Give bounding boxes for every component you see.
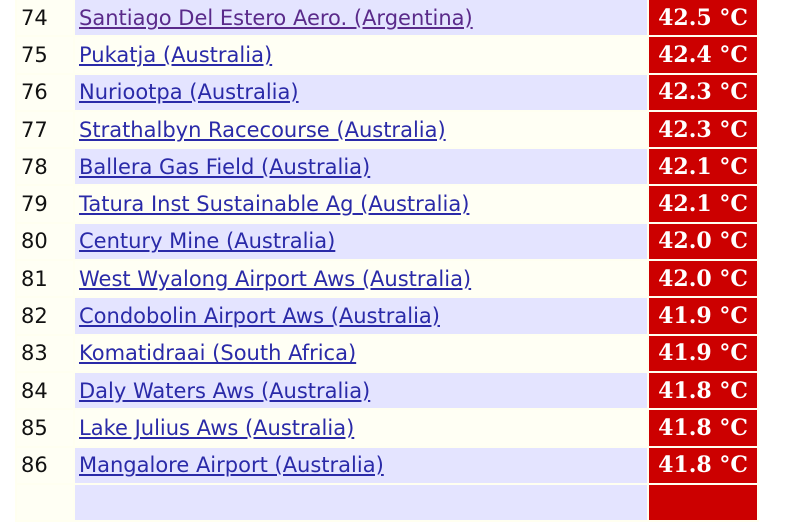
partial-row bbox=[17, 484, 757, 521]
station-link[interactable]: Tatura Inst Sustainable Ag (Australia) bbox=[79, 192, 470, 217]
station-link[interactable]: Lake Julius Aws (Australia) bbox=[79, 415, 355, 440]
temperature-cell: 42.3 °C bbox=[649, 111, 757, 148]
station-cell: Mangalore Airport (Australia) bbox=[75, 447, 647, 483]
temperature-cell: 42.4 °C bbox=[649, 37, 757, 73]
empty-cell bbox=[75, 484, 647, 521]
rank-cell: 86 bbox=[17, 447, 73, 483]
empty-cell bbox=[649, 484, 757, 521]
station-link[interactable]: Pukatja (Australia) bbox=[79, 42, 273, 67]
temperature-cell: 42.5 °C bbox=[649, 0, 757, 36]
station-cell: Ballera Gas Field (Australia) bbox=[75, 149, 647, 185]
rank-cell: 74 bbox=[17, 0, 73, 36]
rank-cell: 76 bbox=[17, 74, 73, 110]
temperature-cell: 41.9 °C bbox=[649, 298, 757, 334]
table-row: 83 Komatidraai (South Africa) 41.9 °C bbox=[17, 335, 757, 371]
station-cell: Nuriootpa (Australia) bbox=[75, 74, 647, 110]
station-cell: Condobolin Airport Aws (Australia) bbox=[75, 298, 647, 334]
station-cell: West Wyalong Airport Aws (Australia) bbox=[75, 261, 647, 297]
temperature-cell: 42.0 °C bbox=[649, 223, 757, 260]
temperature-cell: 41.9 °C bbox=[649, 335, 757, 371]
table-row: 80 Century Mine (Australia) 42.0 °C bbox=[17, 223, 757, 260]
temperature-cell: 42.1 °C bbox=[649, 186, 757, 222]
rank-cell: 75 bbox=[17, 37, 73, 73]
temperature-cell: 41.8 °C bbox=[649, 447, 757, 483]
station-cell: Tatura Inst Sustainable Ag (Australia) bbox=[75, 186, 647, 222]
station-link[interactable]: Strathalbyn Racecourse (Australia) bbox=[79, 117, 446, 142]
station-link[interactable]: West Wyalong Airport Aws (Australia) bbox=[79, 266, 472, 291]
station-cell: Century Mine (Australia) bbox=[75, 223, 647, 260]
station-link[interactable]: Santiago Del Estero Aero. (Argentina) bbox=[79, 5, 473, 30]
station-cell: Pukatja (Australia) bbox=[75, 37, 647, 73]
rank-cell: 79 bbox=[17, 186, 73, 222]
station-cell: Daly Waters Aws (Australia) bbox=[75, 372, 647, 409]
table-row: 86 Mangalore Airport (Australia) 41.8 °C bbox=[17, 447, 757, 483]
station-link[interactable]: Century Mine (Australia) bbox=[79, 229, 336, 254]
table-row: 81 West Wyalong Airport Aws (Australia) 42… bbox=[17, 261, 757, 297]
table-row: 82 Condobolin Airport Aws (Australia) 41.9… bbox=[17, 298, 757, 334]
rank-cell: 81 bbox=[17, 261, 73, 297]
station-link[interactable]: Condobolin Airport Aws (Australia) bbox=[79, 304, 440, 329]
station-cell: Santiago Del Estero Aero. (Argentina) bbox=[75, 0, 647, 36]
temperature-cell: 42.1 °C bbox=[649, 149, 757, 185]
rank-cell: 78 bbox=[17, 149, 73, 185]
rank-cell: 77 bbox=[17, 111, 73, 148]
table-row: 85 Lake Julius Aws (Australia) 41.8 °C bbox=[17, 410, 757, 446]
temperature-cell: 42.0 °C bbox=[649, 261, 757, 297]
table-row: 77 Strathalbyn Racecourse (Australia) 42.3… bbox=[17, 111, 757, 148]
station-link[interactable]: Ballera Gas Field (Australia) bbox=[79, 154, 371, 179]
rank-cell: 82 bbox=[17, 298, 73, 334]
rank-cell: 83 bbox=[17, 335, 73, 371]
station-link[interactable]: Mangalore Airport (Australia) bbox=[79, 453, 384, 478]
station-link[interactable]: Daly Waters Aws (Australia) bbox=[79, 378, 371, 403]
rank-cell: 80 bbox=[17, 223, 73, 260]
empty-cell bbox=[17, 484, 73, 521]
rank-cell: 84 bbox=[17, 372, 73, 409]
temperature-cell: 42.3 °C bbox=[649, 74, 757, 110]
temperature-cell: 41.8 °C bbox=[649, 372, 757, 409]
station-cell: Komatidraai (South Africa) bbox=[75, 335, 647, 371]
station-cell: Lake Julius Aws (Australia) bbox=[75, 410, 647, 446]
table-row: 76 Nuriootpa (Australia) 42.3 °C bbox=[17, 74, 757, 110]
rank-cell: 85 bbox=[17, 410, 73, 446]
table-row: 79 Tatura Inst Sustainable Ag (Australia)… bbox=[17, 186, 757, 222]
station-link[interactable]: Komatidraai (South Africa) bbox=[79, 341, 357, 366]
table-row: 84 Daly Waters Aws (Australia) 41.8 °C bbox=[17, 372, 757, 409]
table-row: 74 Santiago Del Estero Aero. (Argentina) 4… bbox=[17, 0, 757, 36]
station-cell: Strathalbyn Racecourse (Australia) bbox=[75, 111, 647, 148]
table-row: 78 Ballera Gas Field (Australia) 42.1 °C bbox=[17, 149, 757, 185]
ranking-table: 74 Santiago Del Estero Aero. (Argentina) 4… bbox=[15, 0, 759, 522]
temperature-cell: 41.8 °C bbox=[649, 410, 757, 446]
station-link[interactable]: Nuriootpa (Australia) bbox=[79, 80, 299, 105]
table-row: 75 Pukatja (Australia) 42.4 °C bbox=[17, 37, 757, 73]
